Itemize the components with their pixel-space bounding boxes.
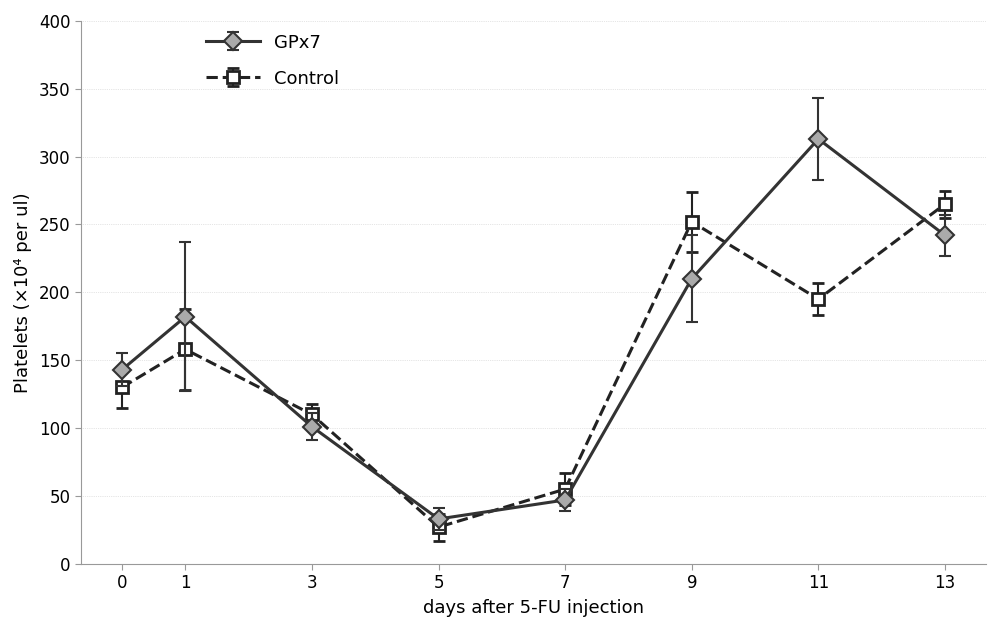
Y-axis label: Platelets (×10⁴ per ul): Platelets (×10⁴ per ul) <box>14 192 32 392</box>
Legend: GPx7, Control: GPx7, Control <box>199 27 347 95</box>
X-axis label: days after 5-FU injection: days after 5-FU injection <box>423 599 644 617</box>
